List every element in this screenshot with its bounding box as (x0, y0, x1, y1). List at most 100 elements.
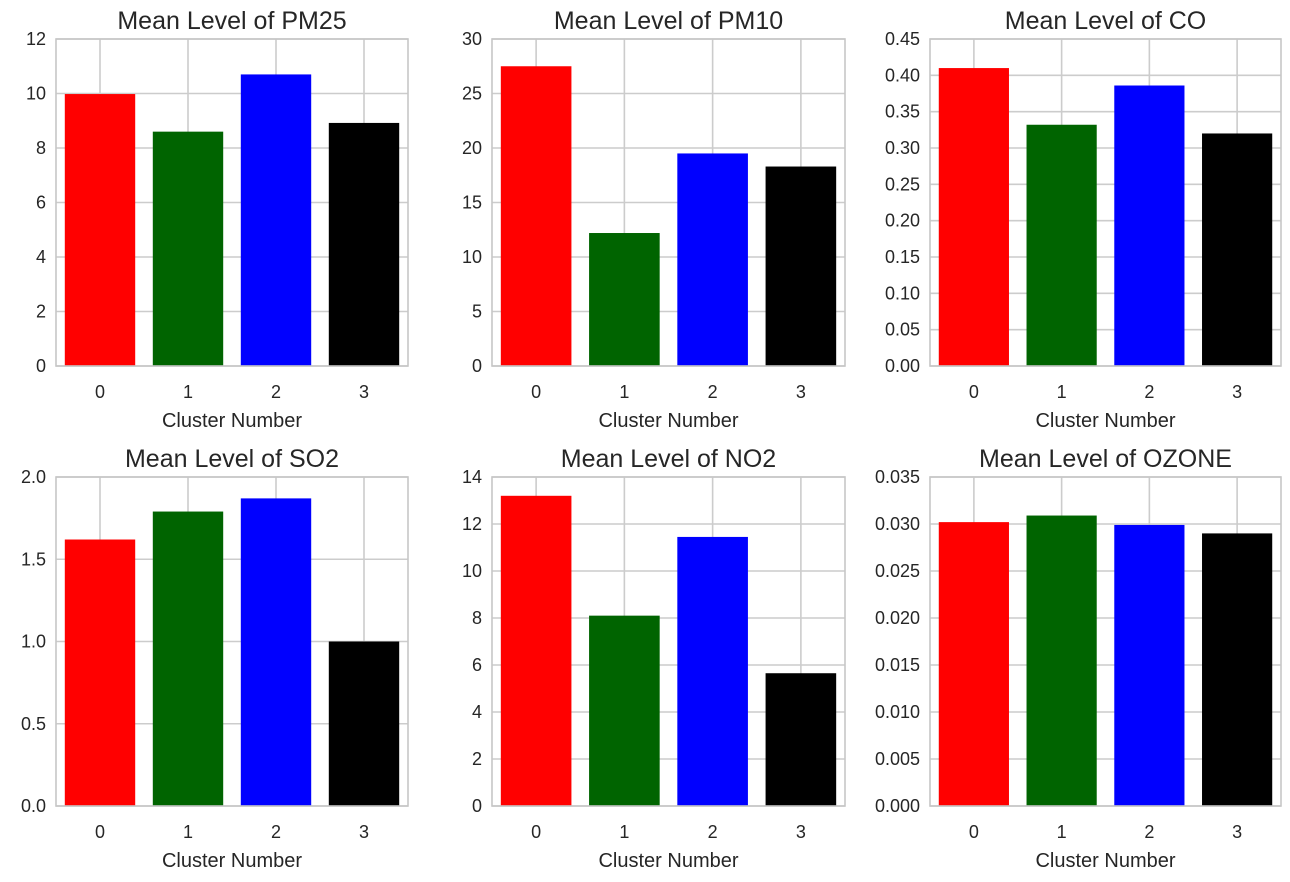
plot-frame (491, 38, 846, 367)
y-tick-label: 6 (36, 193, 46, 213)
y-tick-label: 0.0 (21, 796, 46, 816)
y-tick-label: 6 (472, 655, 482, 675)
bar-cluster-3 (765, 673, 837, 806)
y-tick-label: 0.35 (885, 102, 920, 122)
y-tick-label: 4 (472, 702, 482, 722)
x-tick-label: 3 (359, 382, 369, 402)
y-tick-label: 0.00 (885, 356, 920, 376)
y-tick-label: 0.020 (875, 608, 920, 628)
y-tick-label: 0.000 (875, 796, 920, 816)
y-tick-label: 12 (462, 514, 482, 534)
chart-panel-2: 0.00 0.05 0.10 0.15 0.20 0.25 0.30 0.35 0.40 0.45… (885, 7, 1282, 432)
chart-title: Mean Level of PM25 (117, 7, 346, 35)
x-tick-label: 3 (359, 822, 369, 842)
bar-cluster-3 (1202, 133, 1273, 366)
y-tick-label: 2 (472, 749, 482, 769)
y-tick-label: 0.45 (885, 29, 920, 49)
x-tick-label: 1 (1057, 382, 1067, 402)
bar-cluster-1 (1026, 124, 1097, 366)
y-tick-label: 25 (462, 84, 482, 104)
x-tick-label: 1 (619, 382, 629, 402)
bar-cluster-1 (152, 131, 224, 366)
plot-frame (55, 38, 409, 367)
bar-cluster-3 (1202, 533, 1273, 806)
x-tick-label: 2 (708, 822, 718, 842)
y-tick-label: 0.05 (885, 320, 920, 340)
x-tick-label: 3 (796, 822, 806, 842)
y-tick-label: 2 (36, 302, 46, 322)
chart-title: Mean Level of PM10 (554, 7, 783, 35)
bar-cluster-2 (677, 536, 748, 806)
x-tick-label: 2 (708, 382, 718, 402)
bar-cluster-0 (500, 66, 572, 366)
y-tick-label: 1.5 (21, 549, 46, 569)
y-tick-label: 0 (472, 356, 482, 376)
y-tick-label: 12 (26, 29, 46, 49)
x-tick-label: 2 (271, 382, 281, 402)
y-tick-label: 20 (462, 138, 482, 158)
chart-panel-5: 0.000 0.005 0.010 0.015 0.020 0.025 0.030 0.035… (875, 445, 1282, 872)
chart-title: Mean Level of SO2 (125, 445, 339, 473)
x-tick-label: 1 (619, 822, 629, 842)
y-tick-label: 0.035 (875, 467, 920, 487)
bar-cluster-2 (240, 74, 312, 367)
y-tick-label: 14 (462, 467, 482, 487)
y-tick-label: 10 (462, 561, 482, 581)
bar-cluster-1 (589, 615, 660, 806)
bar-cluster-3 (328, 641, 400, 806)
y-tick-label: 0.10 (885, 283, 920, 303)
bar-cluster-3 (328, 122, 400, 367)
y-tick-label: 0 (472, 796, 482, 816)
y-tick-label: 8 (36, 138, 46, 158)
x-tick-label: 1 (1057, 822, 1067, 842)
chart-title: Mean Level of CO (1005, 7, 1207, 35)
x-tick-label: 0 (531, 382, 541, 402)
y-tick-label: 30 (462, 29, 482, 49)
bar-cluster-2 (677, 153, 748, 366)
bar-cluster-0 (64, 94, 136, 367)
y-tick-label: 0.5 (21, 714, 46, 734)
chart-panel-3: 0.0 0.5 1.0 1.5 2.0 0 1 2 3 Mean Level of SO2 Clus… (21, 445, 409, 872)
bar-cluster-1 (1026, 515, 1097, 806)
y-tick-label: 8 (472, 608, 482, 628)
y-tick-label: 2.0 (21, 467, 46, 487)
x-tick-label: 0 (969, 382, 979, 402)
bar-cluster-2 (240, 498, 312, 806)
bar-cluster-3 (765, 166, 837, 366)
y-tick-label: 0.010 (875, 702, 920, 722)
x-tick-label: 0 (531, 822, 541, 842)
x-tick-label: 1 (183, 382, 193, 402)
plot-frame (55, 476, 409, 807)
y-tick-label: 0.30 (885, 138, 920, 158)
bar-cluster-2 (1114, 85, 1185, 367)
x-tick-label: 0 (95, 382, 105, 402)
bar-cluster-0 (64, 539, 136, 806)
x-tick-label: 1 (183, 822, 193, 842)
x-axis-label: Cluster Number (162, 850, 302, 872)
y-tick-label: 0.40 (885, 65, 920, 85)
x-axis-label: Cluster Number (598, 410, 738, 432)
plot-frame (491, 476, 846, 807)
plot-frame (929, 476, 1282, 807)
x-tick-label: 2 (271, 822, 281, 842)
y-tick-label: 4 (36, 247, 46, 267)
x-tick-label: 3 (1232, 382, 1242, 402)
bar-cluster-1 (152, 511, 224, 806)
y-tick-label: 10 (462, 247, 482, 267)
y-tick-label: 0.15 (885, 247, 920, 267)
y-tick-label: 0.25 (885, 174, 920, 194)
chart-title: Mean Level of NO2 (561, 445, 776, 473)
y-tick-label: 15 (462, 193, 482, 213)
y-tick-label: 5 (472, 302, 482, 322)
chart-panel-1: 0 5 10 15 20 25 30 0 1 2 3 Mean Level of PM10 Cluste… (462, 7, 846, 432)
y-tick-label: 0.025 (875, 561, 920, 581)
y-tick-label: 0.030 (875, 514, 920, 534)
x-tick-label: 0 (95, 822, 105, 842)
bar-cluster-0 (500, 495, 572, 806)
bar-cluster-0 (938, 522, 1009, 806)
y-tick-label: 0.015 (875, 655, 920, 675)
x-tick-label: 0 (969, 822, 979, 842)
